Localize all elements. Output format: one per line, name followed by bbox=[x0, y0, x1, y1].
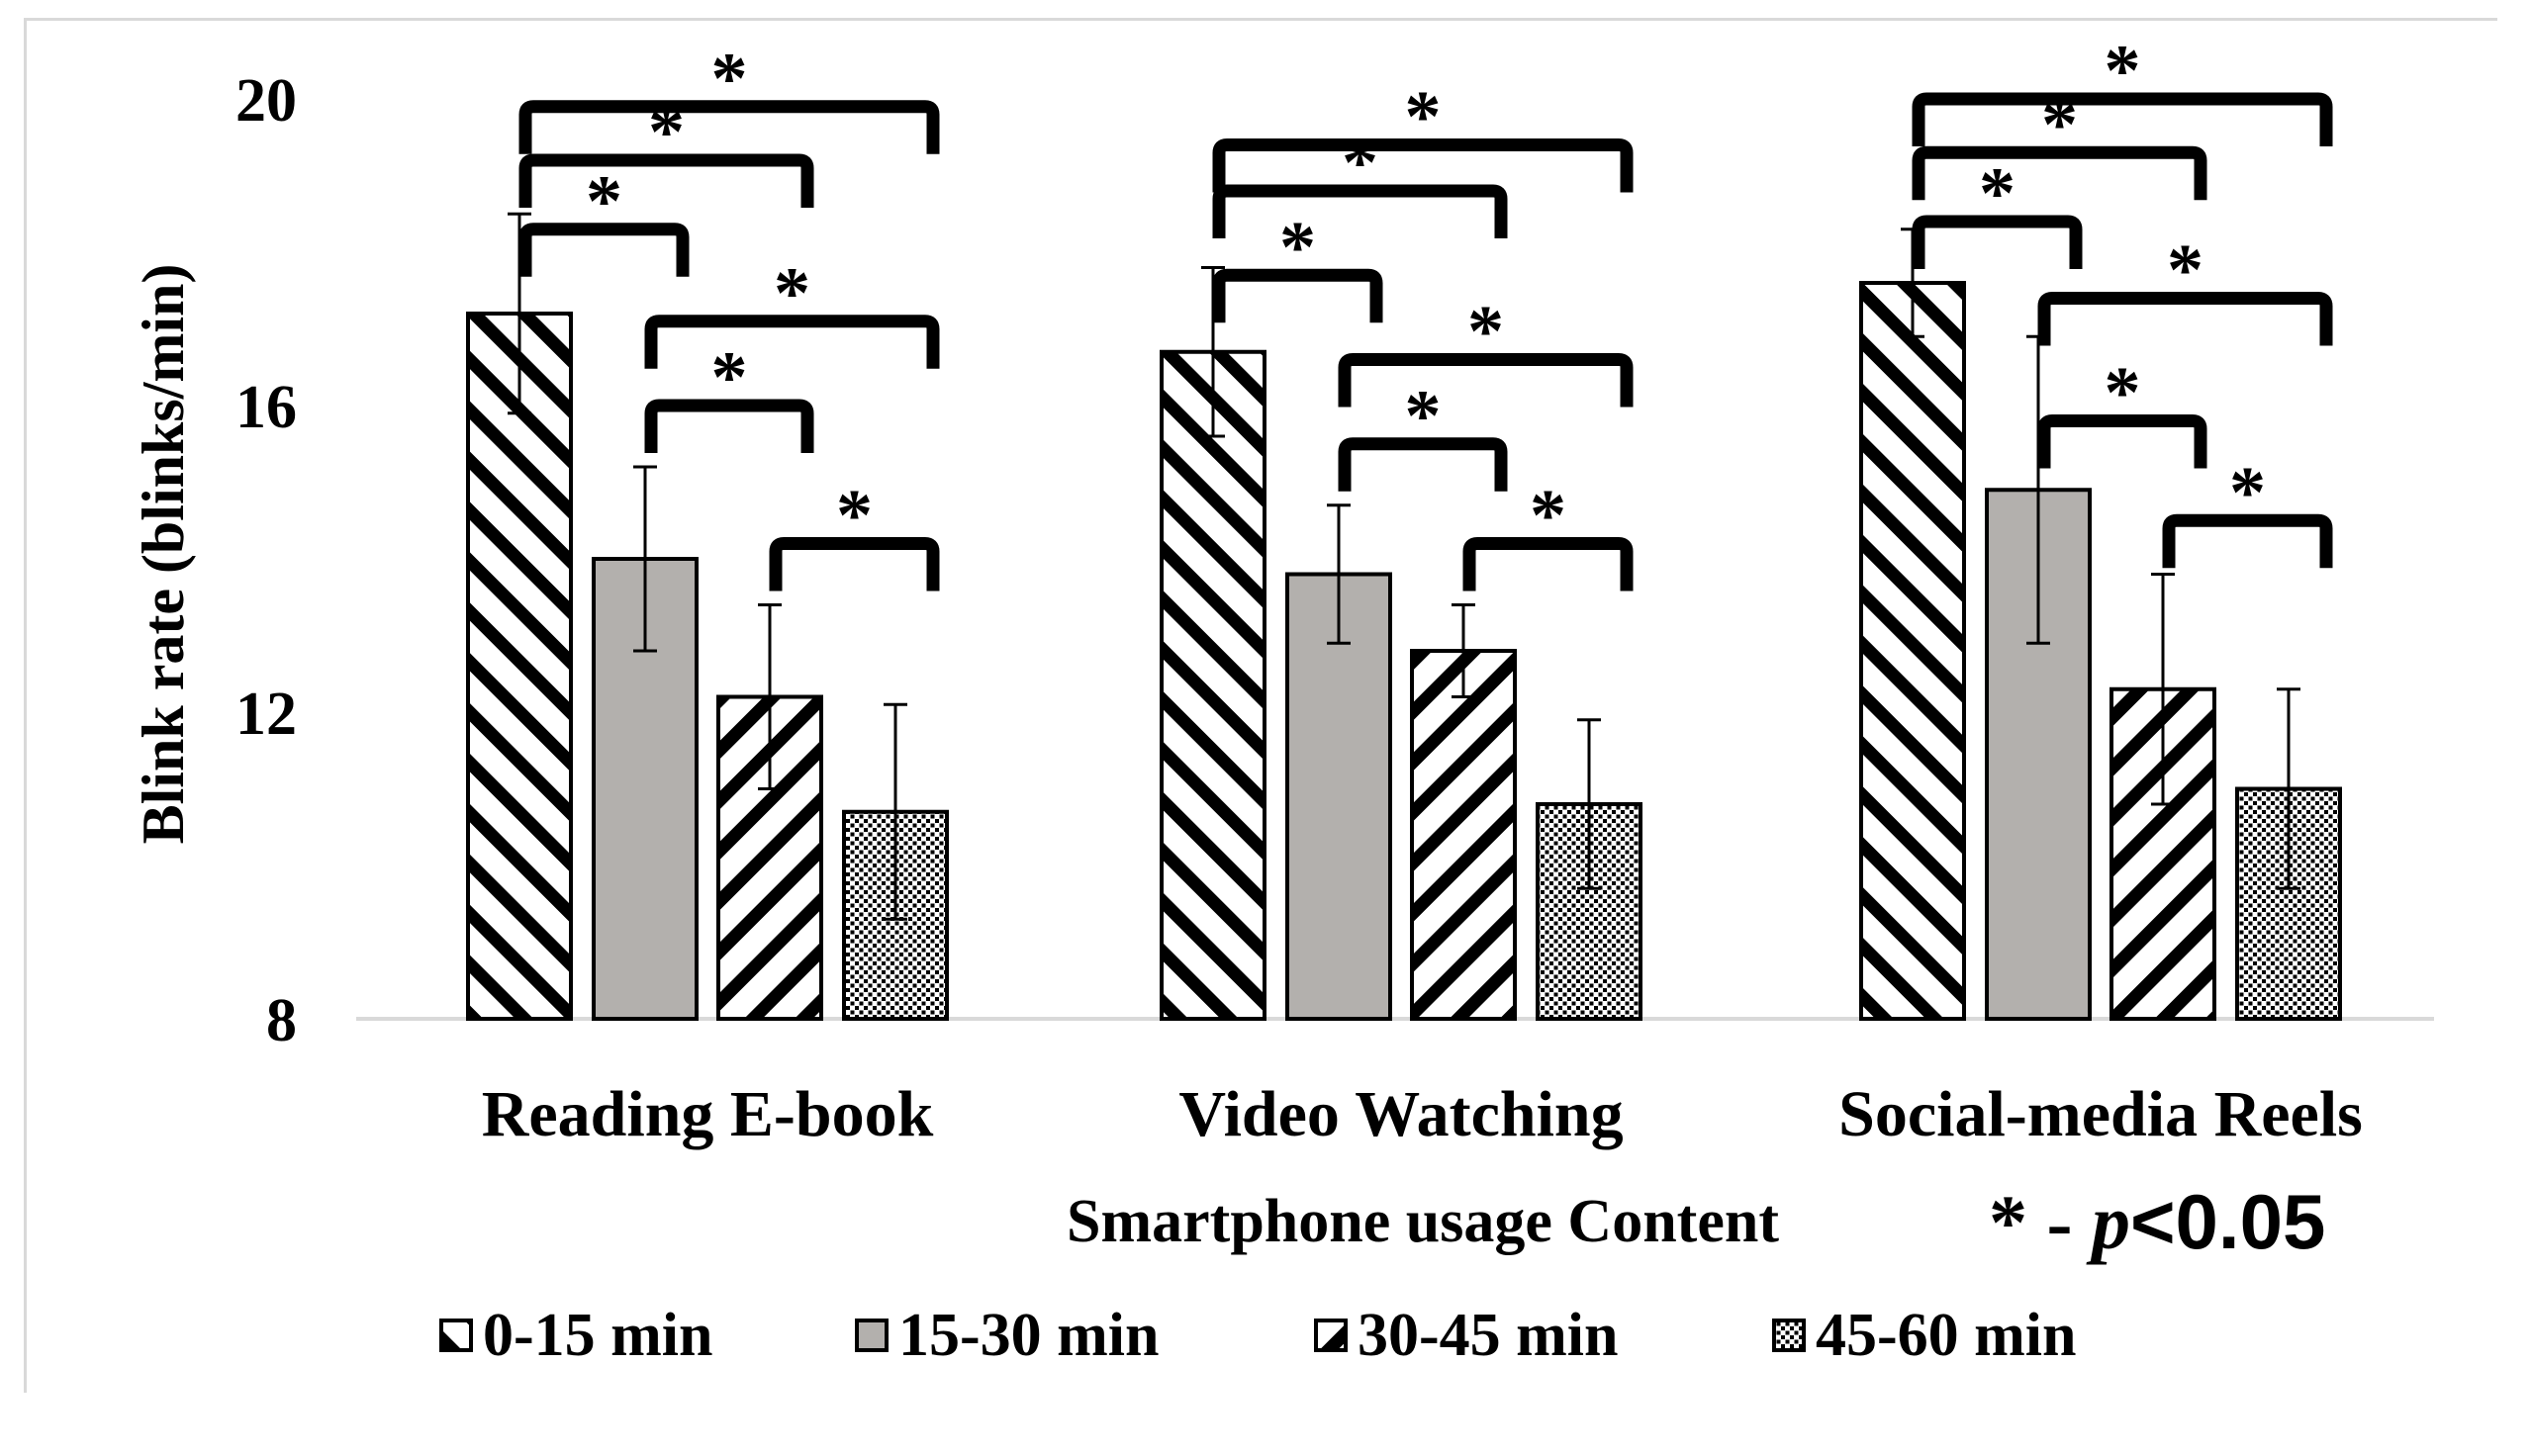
bar-30-45-min-1 bbox=[1410, 649, 1517, 1021]
significance-star: * bbox=[586, 161, 622, 242]
significance-bracket: * bbox=[1338, 376, 1508, 492]
significance-star: * bbox=[2105, 353, 2141, 434]
error-bar bbox=[1327, 503, 1351, 645]
legend-swatch bbox=[855, 1319, 889, 1352]
y-tick-label: 20 bbox=[235, 67, 297, 135]
x-category-label: Video Watching bbox=[1178, 1078, 1623, 1150]
significance-star: * bbox=[1979, 153, 2015, 234]
bar-0-15-min-0 bbox=[466, 312, 573, 1021]
significance-bracket: * bbox=[2162, 452, 2333, 569]
significance-bracket: * bbox=[2037, 353, 2207, 469]
y-tick-label: 8 bbox=[266, 987, 297, 1054]
error-bars-layer bbox=[508, 212, 2300, 921]
significance-bracket: * bbox=[2037, 230, 2333, 346]
error-bar bbox=[1452, 603, 1475, 698]
significance-star: * bbox=[2105, 31, 2141, 112]
legend-item-0-15-min: 0-15 min bbox=[439, 1302, 713, 1369]
legend-item-30-45-min: 30-45 min bbox=[1314, 1302, 1619, 1369]
legend-swatch bbox=[1772, 1319, 1806, 1352]
y-axis-label: Blink rate (blinks/min) bbox=[131, 264, 196, 845]
significance-bracket: * bbox=[1212, 123, 1508, 238]
significance-bracket: * bbox=[644, 253, 940, 369]
significance-bracket: * bbox=[1462, 476, 1634, 592]
significance-note: * - p<0.05 bbox=[1989, 1178, 2325, 1265]
significance-star: * bbox=[2229, 452, 2266, 533]
bar-30-45-min-0 bbox=[716, 694, 823, 1021]
significance-bracket: * bbox=[518, 161, 690, 277]
x-axis-categories: Reading E-book Video Watching Social-media… bbox=[482, 1078, 2363, 1150]
error-bar bbox=[633, 465, 657, 653]
sig-note-value: <0.05 bbox=[2130, 1178, 2325, 1265]
bars-layer bbox=[466, 281, 2342, 1021]
significance-star: * bbox=[1405, 376, 1442, 457]
legend-swatch bbox=[1314, 1319, 1348, 1352]
y-tick-label: 12 bbox=[235, 681, 297, 748]
significance-star: * bbox=[711, 337, 748, 418]
x-category-label: Reading E-book bbox=[482, 1078, 934, 1150]
legend-item-15-30-min: 15-30 min bbox=[855, 1302, 1160, 1369]
legend-label: 0-15 min bbox=[483, 1302, 713, 1369]
significance-star: * bbox=[1279, 207, 1316, 288]
significance-star: * bbox=[774, 253, 810, 334]
significance-brackets-layer: ****************** bbox=[518, 31, 2333, 592]
significance-bracket: * bbox=[1212, 77, 1634, 193]
bar-0-15-min-2 bbox=[1859, 281, 1966, 1021]
error-bar bbox=[1577, 718, 1601, 890]
y-tick-label: 16 bbox=[235, 374, 297, 441]
significance-bracket: * bbox=[1338, 292, 1634, 408]
significance-star: * bbox=[711, 39, 748, 120]
sig-note-p: p bbox=[2086, 1179, 2130, 1265]
legend: 0-15 min 15-30 min 30-45 min 45-60 min bbox=[439, 1302, 2077, 1369]
y-axis: 8 12 16 20 bbox=[235, 67, 297, 1054]
legend-item-45-60-min: 45-60 min bbox=[1772, 1302, 2077, 1369]
significance-star: * bbox=[1467, 292, 1504, 373]
legend-swatch bbox=[439, 1319, 473, 1352]
significance-bracket: * bbox=[518, 39, 940, 154]
significance-star: * bbox=[1405, 77, 1442, 158]
significance-bracket: * bbox=[644, 337, 814, 453]
error-bar bbox=[758, 603, 782, 790]
significance-bracket: * bbox=[1212, 207, 1383, 323]
legend-label: 30-45 min bbox=[1358, 1302, 1619, 1369]
bar-15-30-min-1 bbox=[1285, 572, 1392, 1021]
sig-note-star: * - bbox=[1989, 1179, 2092, 1265]
error-bar bbox=[884, 702, 907, 921]
x-axis-label: Smartphone usage Content bbox=[1067, 1188, 1779, 1255]
significance-star: * bbox=[2167, 230, 2203, 312]
x-category-label: Social-media Reels bbox=[1838, 1078, 2363, 1150]
bar-0-15-min-1 bbox=[1160, 349, 1266, 1021]
legend-label: 45-60 min bbox=[1816, 1302, 2077, 1369]
legend-label: 15-30 min bbox=[898, 1302, 1160, 1369]
error-bar bbox=[2277, 687, 2300, 890]
significance-star: * bbox=[836, 476, 873, 557]
error-bar bbox=[2151, 573, 2175, 806]
significance-bracket: * bbox=[1912, 153, 2083, 269]
significance-star: * bbox=[1342, 123, 1378, 204]
significance-bracket: * bbox=[769, 476, 940, 592]
significance-star: * bbox=[1530, 476, 1566, 557]
significance-bracket: * bbox=[1912, 31, 2333, 146]
